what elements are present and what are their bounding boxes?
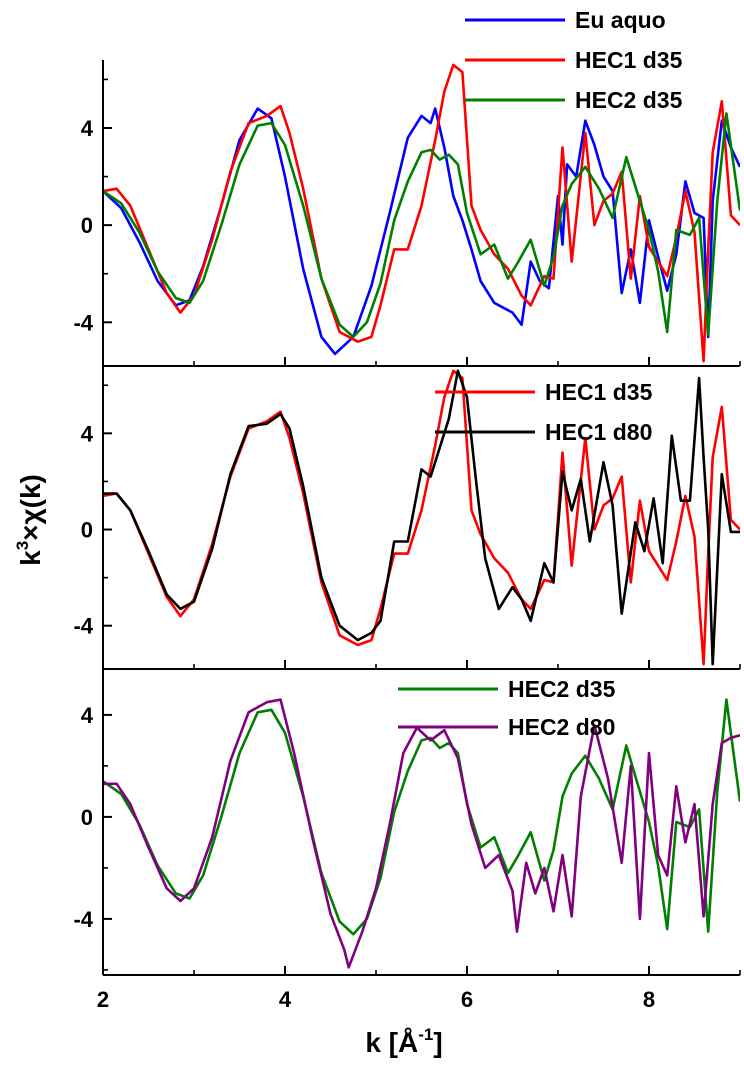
legend-label: HEC2 d80: [508, 714, 615, 740]
x-axis-title-close: ]: [433, 1027, 442, 1058]
panel-3-plot: [103, 698, 740, 969]
y-tick-label-panel-2: -4: [73, 614, 93, 639]
series-line-panel-1-3: [103, 112, 740, 339]
series-line-panel-1-1: [103, 107, 740, 356]
legend-label: Eu aquo: [575, 7, 666, 33]
y-axis-title: k3×χ(k): [13, 474, 46, 566]
x-tick-label: 8: [643, 987, 655, 1012]
legend-entry-panel-2-1: HEC1 d35: [435, 379, 653, 405]
y-axis-title-exponent: 3: [13, 541, 32, 550]
y-tick-label-panel-3: 0: [81, 805, 93, 830]
legend-entry-panel-1-2: HEC1 d35: [465, 47, 683, 73]
y-tick-label-panel-3: -4: [73, 907, 93, 932]
y-axis-title-rest: ×χ(k): [15, 474, 46, 541]
x-tick-label: 2: [97, 987, 109, 1012]
series-line-panel-2-2: [103, 369, 740, 666]
x-tick-label: 4: [279, 987, 292, 1012]
y-tick-label-panel-1: -4: [73, 310, 93, 335]
legend-label: HEC1 d35: [545, 379, 653, 405]
series-line-panel-1-2: [103, 63, 740, 363]
y-axis-title-k: k: [15, 550, 46, 566]
legend-entry-panel-3-1: HEC2 d35: [398, 676, 616, 702]
legend-label: HEC1 d35: [575, 47, 683, 73]
y-tick-label-panel-1: 0: [81, 213, 93, 238]
legend-label: HEC2 d35: [575, 87, 683, 113]
y-tick-label-panel-2: 0: [81, 518, 93, 543]
legend-label: HEC1 d80: [545, 419, 652, 445]
panel-2-plot: [103, 369, 740, 666]
x-axis-title-exponent: -1: [418, 1025, 433, 1044]
y-tick-label-panel-1: 4: [81, 116, 94, 141]
legend-entry-panel-2-2: HEC1 d80: [435, 419, 652, 445]
x-tick-label: 6: [461, 987, 473, 1012]
panel-1-plot: [103, 63, 740, 363]
legend-entry-panel-1-1: Eu aquo: [465, 7, 666, 33]
legend-label: HEC2 d35: [508, 676, 616, 702]
x-axis-title-main: k [Å: [365, 1027, 418, 1058]
y-tick-label-panel-3: 4: [81, 703, 94, 728]
y-tick-label-panel-2: 4: [81, 421, 94, 446]
series-line-panel-2-1: [103, 369, 740, 666]
x-axis-title: k [Å-1]: [365, 1025, 442, 1058]
legend-entry-panel-3-2: HEC2 d80: [398, 714, 615, 740]
series-line-panel-3-2: [103, 698, 740, 969]
legend-entry-panel-1-3: HEC2 d35: [465, 87, 683, 113]
